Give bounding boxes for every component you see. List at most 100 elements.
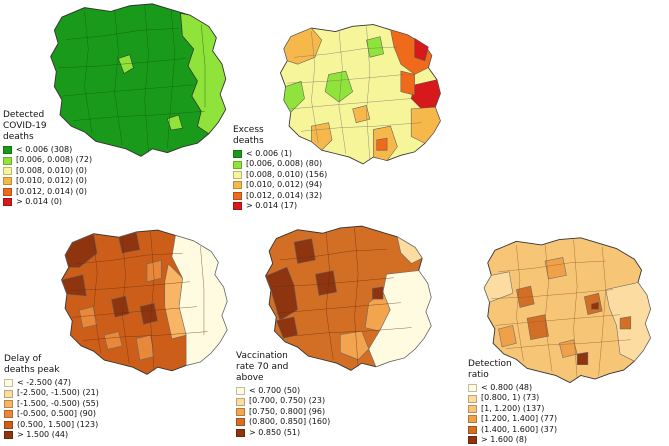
poland-choropleth-excess-deaths	[279, 24, 441, 165]
legend-delay-of-deaths-peak: Delay of deaths peak < -2.500 (47) [-2.5…	[4, 354, 99, 440]
legend-swatch	[4, 410, 13, 419]
legend-entry: [0.008, 0.010) (0)	[3, 166, 92, 176]
legend-label: > 0.850 (51)	[249, 427, 301, 437]
legend-entry: (0.500, 1.500] (123)	[4, 420, 99, 430]
legend-label: < -2.500 (47)	[17, 378, 71, 387]
legend-swatch	[468, 404, 477, 413]
legend-entry: [0.012, 0.014) (0)	[3, 187, 92, 197]
legend-swatch	[468, 394, 477, 403]
legend-label: [0.006, 0.008) (80)	[246, 159, 323, 169]
legend-swatch	[236, 407, 245, 416]
legend-entry: [0.006, 0.008) (80)	[233, 159, 327, 169]
legend-entry: > 0.014 (17)	[233, 201, 327, 211]
legend-title: Detected COVID-19 deaths	[3, 110, 47, 142]
legend-entry: < 0.006 (308)	[3, 145, 92, 155]
legend-entry: [0.006, 0.008) (72)	[3, 155, 92, 165]
legend-swatch	[3, 166, 12, 175]
poland-choropleth-detected-deaths	[50, 3, 227, 157]
poland-choropleth-vaccination-rate	[265, 225, 432, 371]
legend-label: (1.400, 1.600] (37)	[481, 424, 558, 434]
legend-swatch	[468, 384, 477, 393]
legend-entry: > 0.850 (51)	[236, 428, 330, 438]
map-vaccination-rate	[262, 222, 440, 378]
legend-entry: [0.012, 0.014) (32)	[233, 191, 327, 201]
legend-swatch	[4, 420, 13, 429]
legend-title: Vaccination rate 70 and above	[236, 351, 289, 383]
legend-detected-covid-deaths: Detected COVID-19 deaths < 0.006 (308) […	[3, 110, 92, 207]
map-excess-deaths	[277, 22, 449, 170]
legend-swatch	[3, 177, 12, 186]
legend-swatch	[236, 397, 245, 406]
legend-label: [-2.500, -1.500) (21)	[17, 388, 99, 398]
legend-label: [0.700, 0.750) (23)	[249, 396, 326, 406]
legend-title: Detection ratio	[468, 359, 512, 380]
legend-label: [1, 1.200) (137)	[481, 403, 545, 413]
legend-entry: > 0.014 (0)	[3, 197, 92, 207]
legend-swatch	[233, 170, 242, 179]
legend-swatch	[233, 160, 242, 169]
legend-swatch	[233, 191, 242, 200]
legend-entry: [-0.500, 0.500] (90)	[4, 409, 99, 419]
legend-label: [0.010, 0.012) (94)	[246, 180, 323, 190]
legend-swatch	[4, 399, 13, 408]
legend-label: > 1.600 (8)	[481, 434, 528, 444]
legend-entry: [0.750, 0.800] (96)	[236, 407, 330, 417]
legend-label: > 0.014 (17)	[246, 200, 298, 210]
legend-entry: [-1.500, -0.500) (55)	[4, 399, 99, 409]
legend-label: [0.012, 0.014) (0)	[16, 186, 88, 196]
legend-swatch	[4, 431, 13, 440]
map-detected-covid-deaths	[46, 2, 236, 162]
legend-label: < 0.006 (1)	[246, 149, 293, 158]
legend-entry: [0.700, 0.750) (23)	[236, 396, 330, 406]
legend-label: [0.008, 0.010) (156)	[246, 169, 328, 179]
legend-swatch	[3, 187, 12, 196]
legend-swatch	[3, 198, 12, 207]
legend-entry: [0.010, 0.012) (94)	[233, 180, 327, 190]
map-delay-of-deaths-peak	[58, 228, 236, 380]
legend-entry: [1.200, 1.400] (77)	[468, 414, 557, 424]
legend-swatch	[236, 428, 245, 437]
legend-swatch	[233, 150, 242, 159]
legend-swatch	[236, 418, 245, 427]
legend-swatch	[236, 387, 245, 396]
legend-label: [0.750, 0.800] (96)	[249, 406, 326, 416]
legend-entry: < 0.800 (48)	[468, 383, 557, 393]
legend-detection-ratio: Detection ratio < 0.800 (48) [0.800, 1) …	[468, 359, 557, 445]
legend-swatch	[468, 425, 477, 434]
legend-label: [-0.500, 0.500] (90)	[17, 409, 96, 419]
legend-label: < 0.006 (308)	[16, 145, 73, 154]
legend-label: [0.006, 0.008) (72)	[16, 155, 93, 165]
legend-swatch	[4, 389, 13, 398]
legend-entry: < 0.006 (1)	[233, 149, 327, 159]
legend-entry: [0.800, 1) (73)	[468, 393, 557, 403]
legend-label: > 1.500 (44)	[17, 429, 69, 439]
legend-swatch	[233, 181, 242, 190]
legend-title: Excess deaths	[233, 125, 264, 146]
legend-entry: [-2.500, -1.500) (21)	[4, 388, 99, 398]
legend-swatch	[468, 415, 477, 424]
legend-swatch	[3, 146, 12, 155]
legend-vaccination-rate: Vaccination rate 70 and above < 0.700 (5…	[236, 351, 330, 438]
legend-label: [0.800, 1) (73)	[481, 393, 540, 403]
legend-entry: > 1.600 (8)	[468, 435, 557, 445]
legend-entry: [0.010, 0.012) (0)	[3, 176, 92, 186]
legend-label: < 0.700 (50)	[249, 386, 301, 395]
legend-swatch	[468, 436, 477, 445]
legend-swatch	[3, 156, 12, 165]
legend-label: (0.800, 0.850] (160)	[249, 417, 331, 427]
legend-label: (0.500, 1.500] (123)	[17, 419, 99, 429]
map-detection-ratio	[478, 236, 662, 388]
legend-label: < 0.800 (48)	[481, 383, 533, 392]
legend-entry: (0.800, 0.850] (160)	[236, 417, 330, 427]
legend-entry: < 0.700 (50)	[236, 386, 330, 396]
legend-swatch	[4, 379, 13, 388]
legend-label: [0.010, 0.012) (0)	[16, 176, 88, 186]
legend-label: [-1.500, -0.500) (55)	[17, 398, 99, 408]
legend-entry: > 1.500 (44)	[4, 430, 99, 440]
legend-label: > 0.014 (0)	[16, 196, 63, 206]
legend-excess-deaths: Excess deaths < 0.006 (1) [0.006, 0.008)…	[233, 125, 327, 211]
legend-label: [0.012, 0.014) (32)	[246, 190, 323, 200]
legend-entry: [0.008, 0.010) (156)	[233, 170, 327, 180]
legend-entry: [1, 1.200) (137)	[468, 404, 557, 414]
legend-entry: < -2.500 (47)	[4, 378, 99, 388]
